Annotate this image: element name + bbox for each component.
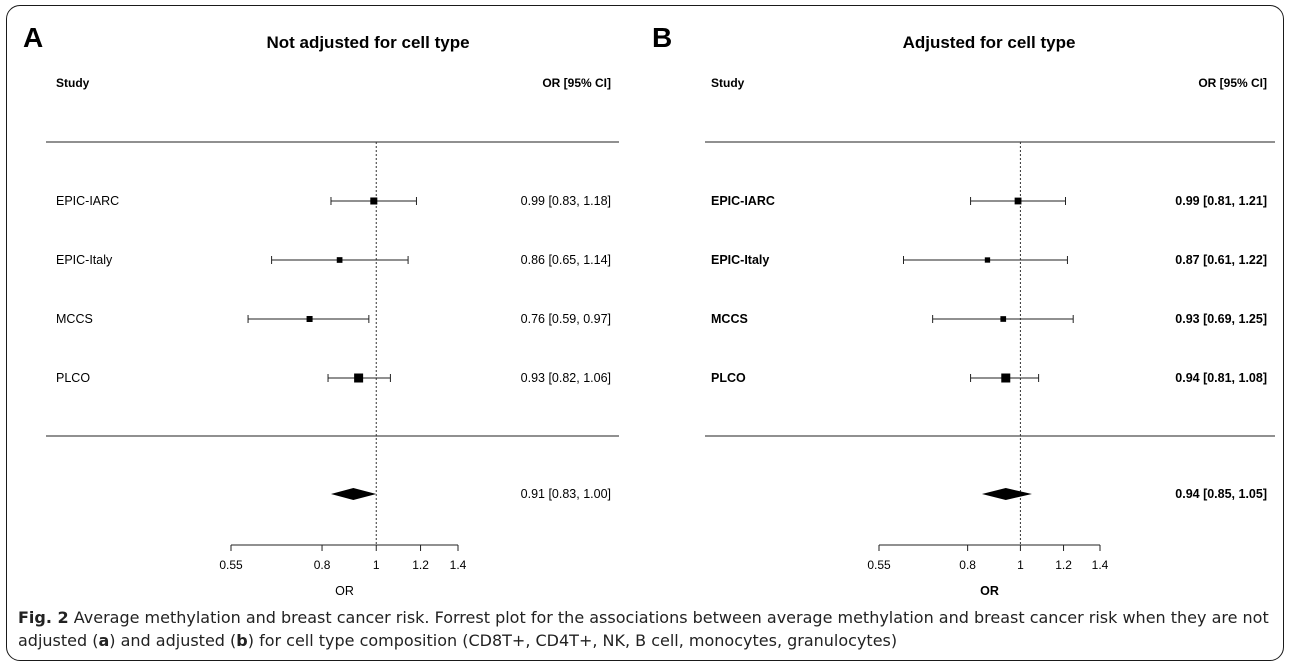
caption-text-3: ) for cell type composition (CD8T+, CD4T… [247, 631, 898, 650]
panel-letter: A [23, 22, 43, 53]
x-tick-label: 0.55 [219, 558, 243, 572]
or-ci-header: OR [95% CI] [1198, 76, 1267, 90]
point-estimate-square [336, 257, 343, 263]
point-estimate-square [984, 257, 991, 263]
study-name: MCCS [56, 312, 93, 326]
study-or-ci: 0.86 [0.65, 1.14] [521, 253, 611, 267]
caption-b: b [236, 631, 248, 650]
summary-diamond [981, 488, 1032, 500]
x-tick-label: 0.55 [867, 558, 891, 572]
figure-caption: Fig. 2 Average methylation and breast ca… [18, 606, 1280, 652]
x-tick-label: 0.8 [314, 558, 331, 572]
summary-diamond [330, 488, 377, 500]
summary-or-ci: 0.94 [0.85, 1.05] [1175, 487, 1267, 501]
figure-frame [6, 5, 1284, 661]
x-axis-label: OR [335, 584, 354, 598]
caption-fig-label: Fig. 2 [18, 608, 69, 627]
or-ci-header: OR [95% CI] [542, 76, 611, 90]
study-name: EPIC-IARC [711, 194, 775, 208]
point-estimate-square [1014, 197, 1022, 205]
point-estimate-square [1000, 316, 1007, 322]
study-header: Study [56, 76, 90, 90]
study-or-ci: 0.99 [0.81, 1.21] [1175, 194, 1267, 208]
study-or-ci: 0.99 [0.83, 1.18] [521, 194, 611, 208]
x-tick-label: 1.4 [1092, 558, 1109, 572]
caption-text-2: ) and adjusted ( [109, 631, 237, 650]
x-tick-label: 1 [1017, 558, 1024, 572]
point-estimate-square [1001, 373, 1011, 383]
study-name: MCCS [711, 312, 748, 326]
study-header: Study [711, 76, 745, 90]
study-or-ci: 0.94 [0.81, 1.08] [1175, 371, 1267, 385]
study-name: PLCO [56, 371, 90, 385]
x-tick-label: 0.8 [959, 558, 976, 572]
point-estimate-square [306, 316, 313, 322]
x-tick-label: 1.4 [450, 558, 467, 572]
x-axis-label: OR [980, 584, 999, 598]
study-name: PLCO [711, 371, 746, 385]
study-name: EPIC-IARC [56, 194, 119, 208]
study-or-ci: 0.93 [0.69, 1.25] [1175, 312, 1267, 326]
study-or-ci: 0.93 [0.82, 1.06] [521, 371, 611, 385]
panel-letter: B [652, 22, 672, 53]
study-or-ci: 0.87 [0.61, 1.22] [1175, 253, 1267, 267]
point-estimate-square [370, 197, 378, 205]
x-tick-label: 1 [373, 558, 380, 572]
panel-title: Adjusted for cell type [903, 33, 1076, 52]
study-name: EPIC-Italy [56, 253, 113, 267]
x-tick-label: 1.2 [1055, 558, 1072, 572]
study-name: EPIC-Italy [711, 253, 769, 267]
caption-text-1: Average methylation and breast cancer ri… [18, 608, 1269, 650]
panel-title: Not adjusted for cell type [266, 33, 469, 52]
point-estimate-square [354, 373, 364, 383]
study-or-ci: 0.76 [0.59, 0.97] [521, 312, 611, 326]
summary-or-ci: 0.91 [0.83, 1.00] [521, 487, 611, 501]
caption-a: a [98, 631, 110, 650]
x-tick-label: 1.2 [412, 558, 429, 572]
